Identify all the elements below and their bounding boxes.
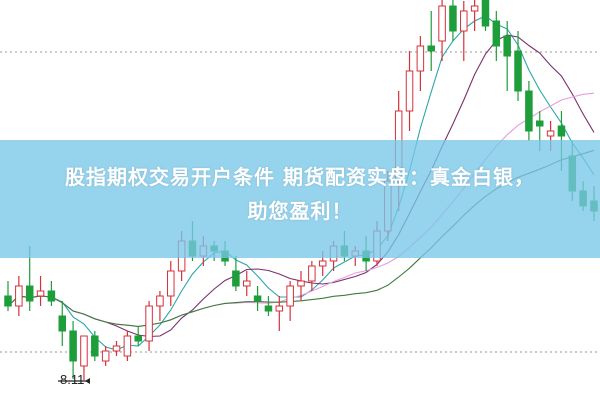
candle-up [308, 265, 316, 282]
candle-down [47, 290, 56, 302]
candle-down [557, 125, 566, 137]
candle-down [535, 120, 544, 127]
candle-down [503, 35, 511, 57]
candle-down [525, 90, 533, 132]
candle-down [449, 5, 457, 32]
candle-down [264, 305, 273, 312]
candle-up [275, 305, 284, 312]
candle-up [460, 10, 468, 32]
candle-down [91, 335, 99, 357]
candle-down [427, 45, 435, 52]
candle-up [470, 5, 479, 12]
low-price-label: 8.11 [60, 372, 85, 387]
candle-up [286, 285, 294, 307]
candle-up [416, 45, 425, 72]
candle-up [123, 335, 132, 357]
candle-up [80, 335, 88, 367]
title-banner [0, 140, 600, 258]
candle-up [242, 280, 251, 287]
candle-up [167, 270, 175, 297]
candle-up [112, 345, 121, 352]
candle-up [438, 5, 446, 42]
candle-down [58, 315, 67, 332]
banner-title: 股指期权交易开户条件 期货配资实盘：真金白银， 助您盈利！ [0, 160, 600, 228]
candle-up [36, 290, 45, 297]
low-arrow-head [84, 378, 90, 384]
candle-up [297, 280, 305, 287]
banner-title-line1: 股指期权交易开户条件 期货配资实盘：真金白银， [65, 165, 535, 189]
candle-down [4, 295, 12, 307]
candle-up [101, 350, 110, 362]
candle-down [25, 285, 34, 302]
candle-down [69, 330, 77, 362]
candle-up [318, 260, 327, 267]
candle-down [514, 50, 522, 92]
candle-down [481, 0, 490, 27]
candle-down [492, 20, 501, 47]
candle-up [156, 295, 164, 307]
candle-down [134, 335, 142, 342]
banner-title-line2: 助您盈利！ [247, 199, 353, 223]
candle-up [546, 130, 555, 137]
candle-up [15, 285, 23, 307]
candle-up [405, 70, 414, 112]
candle-up [145, 305, 153, 342]
candle-down [232, 270, 240, 287]
candle-down [253, 295, 262, 302]
